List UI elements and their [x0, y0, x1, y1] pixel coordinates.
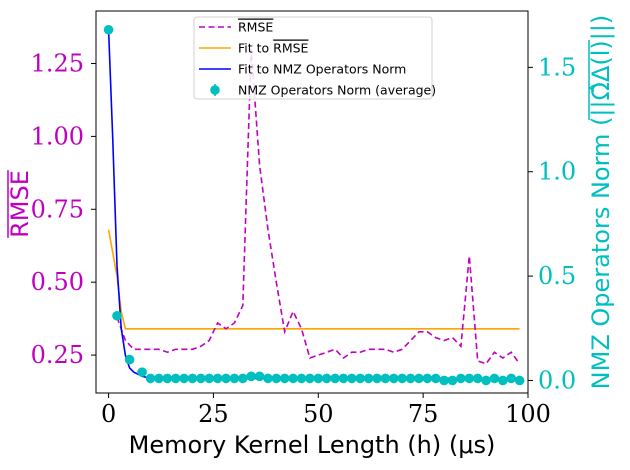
nmz-point	[162, 373, 173, 384]
nmz-point	[296, 373, 307, 384]
nmz-point	[472, 373, 483, 384]
y-right-tick-label: 1.0	[538, 158, 576, 186]
nmz-point	[456, 373, 466, 384]
nmz-point	[229, 373, 240, 384]
x-tick-label: 50	[303, 400, 334, 428]
nmz-point	[447, 375, 458, 386]
nmz-point	[430, 373, 441, 384]
nmz-point	[388, 373, 399, 384]
series-layer	[103, 24, 525, 386]
y-axis-label-left: RMSE	[6, 170, 34, 238]
x-tick-label: 75	[408, 400, 439, 428]
nmz-point	[212, 373, 223, 384]
y-left-tick-label: 0.50	[31, 268, 84, 296]
x-tick-label: 25	[198, 400, 229, 428]
nmz-point	[506, 373, 517, 384]
nmz-point	[498, 375, 508, 386]
x-tick-label: 0	[101, 400, 116, 428]
y-axis-label-right: NMZ Operators Norm (||Ω̂Δ(l)||)	[587, 15, 615, 390]
nmz-point	[363, 373, 374, 384]
y-left-tick-label: 1.25	[31, 49, 84, 77]
legend-label: Fit to NMZ Operators Norm	[238, 62, 406, 77]
nmz-point	[313, 373, 324, 384]
legend-swatch-marker	[210, 85, 220, 95]
nmz-point	[481, 375, 491, 386]
legend: RMSE Fit to RMSE Fit to NMZ Operators Norm…	[193, 16, 436, 100]
nmz-point	[464, 373, 475, 384]
nmz-point	[154, 373, 164, 384]
nmz-point	[514, 375, 525, 386]
y-left-tick-label: 1.00	[31, 122, 84, 150]
nmz-point	[355, 373, 366, 384]
y-right-tick-label: 0.0	[538, 366, 576, 394]
y-right-tick-label: 0.5	[538, 262, 576, 290]
y-right-tick-label: 1.5	[538, 53, 576, 81]
nmz-point	[145, 373, 156, 384]
nmz-point	[179, 373, 189, 384]
nmz-point	[196, 373, 206, 384]
nmz-point	[439, 375, 449, 386]
nmz-point	[170, 373, 181, 384]
legend-label: NMZ Operators Norm (average)	[238, 83, 436, 98]
nmz-point	[103, 24, 114, 35]
x-axis-label: Memory Kernel Length (h) (μs)	[129, 431, 496, 459]
y-left-tick-label: 0.75	[31, 195, 84, 223]
fit-rmse-line	[107, 229, 520, 330]
nmz-point	[271, 373, 282, 384]
nmz-point	[397, 373, 407, 384]
legend-box	[193, 16, 433, 100]
nmz-point	[489, 373, 500, 384]
nmz-point	[422, 373, 433, 384]
nmz-point	[246, 371, 256, 382]
nmz-point	[321, 373, 332, 384]
nmz-point	[254, 371, 265, 382]
nmz-point	[263, 373, 273, 384]
nmz-point	[221, 373, 231, 384]
nmz-point	[372, 373, 382, 384]
nmz-point	[112, 310, 122, 321]
nmz-point	[380, 373, 391, 384]
nmz-point	[187, 373, 198, 384]
nmz-point	[347, 373, 357, 384]
x-tick-label: 100	[505, 400, 551, 428]
y-left-tick-label: 0.25	[31, 341, 84, 369]
nmz-point	[279, 373, 290, 384]
ticks-layer: 0 25 50 75 100 0.25 0.50 0.75 1.00 1.25 0.0 0.5 1.0 1…	[31, 49, 577, 428]
nmz-point	[338, 373, 349, 384]
nmz-point	[288, 373, 298, 384]
nmz-point	[237, 373, 248, 384]
nmz-point	[330, 373, 340, 384]
nmz-point	[204, 373, 215, 384]
rmse-line	[116, 48, 521, 365]
nmz-point	[137, 367, 147, 377]
nmz-point	[124, 354, 135, 365]
nmz-point	[414, 373, 424, 384]
plot-frame	[95, 10, 529, 394]
legend-label: RMSE	[238, 20, 273, 35]
legend-label: Fit to RMSE	[238, 41, 309, 56]
nmz-point	[305, 373, 315, 384]
nmz-point	[405, 373, 416, 384]
